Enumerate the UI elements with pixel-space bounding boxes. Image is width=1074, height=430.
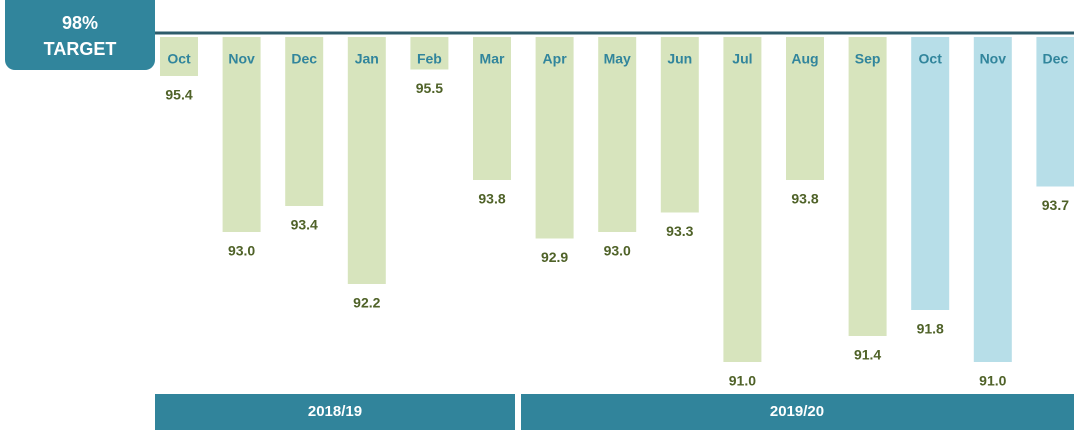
group-band (155, 394, 515, 430)
value-label: 93.0 (604, 243, 631, 259)
group-label: 2019/20 (770, 403, 824, 420)
bar (911, 37, 950, 310)
value-label: 93.8 (478, 191, 505, 207)
value-label: 93.4 (291, 217, 318, 233)
bar (160, 37, 198, 76)
value-label: 93.3 (666, 223, 693, 239)
x-tick-label: Sep (855, 51, 881, 67)
x-tick-label: Jul (732, 51, 752, 67)
x-tick-label: Dec (291, 51, 317, 67)
bar (285, 37, 324, 206)
value-label: 92.2 (353, 295, 380, 311)
bar (973, 37, 1012, 362)
value-label: 93.7 (1042, 197, 1069, 213)
bar (222, 37, 261, 232)
x-tick-label: Apr (543, 51, 568, 67)
x-tick-label: Feb (417, 51, 442, 67)
bar (410, 37, 449, 70)
bar (473, 37, 511, 180)
x-tick-label: Mar (480, 51, 505, 67)
bar (598, 37, 637, 232)
target-text: TARGET (44, 39, 117, 59)
group-label: 2018/19 (308, 403, 362, 420)
x-tick-label: Oct (167, 51, 191, 67)
value-label: 95.5 (416, 80, 443, 96)
bar (535, 37, 574, 239)
value-label: 91.0 (979, 373, 1006, 389)
value-label: 91.4 (854, 347, 881, 363)
group-band (521, 394, 1074, 430)
x-tick-label: Oct (919, 51, 943, 67)
bar (723, 37, 762, 362)
bar (848, 37, 887, 336)
value-label: 93.0 (228, 243, 255, 259)
x-tick-label: Jun (667, 51, 692, 67)
bar (786, 37, 824, 180)
bar (347, 37, 386, 284)
value-label: 91.0 (729, 373, 756, 389)
x-tick-label: May (604, 51, 631, 67)
x-tick-label: Aug (791, 51, 818, 67)
target-value: 98% (62, 13, 98, 33)
target-box (5, 0, 155, 70)
value-label: 92.9 (541, 249, 568, 265)
x-tick-label: Nov (980, 51, 1007, 67)
x-tick-label: Jan (355, 51, 379, 67)
value-label: 91.8 (917, 321, 944, 337)
x-tick-label: Nov (228, 51, 255, 67)
bar (1036, 37, 1074, 187)
x-tick-label: Dec (1043, 51, 1069, 67)
value-label: 95.4 (165, 87, 192, 103)
bar (660, 37, 699, 213)
value-label: 93.8 (791, 191, 818, 207)
